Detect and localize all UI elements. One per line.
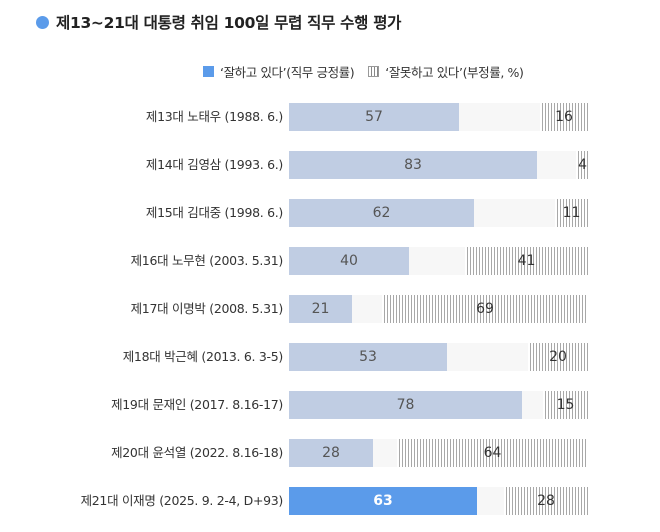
legend-item-positive: ‘잘하고 있다’(직무 긍정률) [203, 62, 355, 81]
bar-negative: 28 [504, 487, 588, 515]
bar-negative-value: 41 [517, 253, 536, 269]
row-label: 제14대 김영삼 (1993. 6.) [145, 157, 283, 172]
bullet-dot-icon [36, 15, 49, 29]
bar-positive: 53 [289, 343, 447, 371]
bar-negative-value: 11 [562, 205, 581, 221]
bar-track: 53 20 [289, 343, 588, 371]
bar-negative-value: 4 [578, 157, 587, 173]
legend-item-negative: ‘잘못하고 있다’(부정률, %) [368, 62, 524, 81]
row-label: 제13대 노태우 (1988. 6.) [145, 109, 283, 124]
bar-track: 28 64 [289, 439, 588, 467]
bar-track: 21 69 [289, 295, 588, 323]
bar-negative-value: 28 [537, 493, 555, 509]
row-label: 제21대 이재명 (2025. 9. 2-4, D+93) [80, 493, 284, 508]
bar-negative: 11 [555, 199, 588, 227]
legend-label-positive: ‘잘하고 있다’(직무 긍정률) [220, 65, 355, 80]
legend-label-negative: ‘잘못하고 있다’(부정률, %) [385, 65, 524, 80]
chart-title: 제13~21대 대통령 취임 100일 무렵 직무 수행 평가 [36, 10, 401, 34]
bar-negative-value: 16 [555, 109, 573, 125]
chart-row: 제17대 이명박 (2008. 5.31) 21 69 [0, 295, 660, 323]
bar-track: 40 41 [289, 247, 588, 275]
bar-positive: 21 [289, 295, 352, 323]
bar-positive: 78 [289, 391, 522, 419]
chart-legend: ‘잘하고 있다’(직무 긍정률) ‘잘못하고 있다’(부정률, %) [203, 62, 537, 81]
hatched-square-icon [368, 66, 380, 77]
bar-positive: 28 [289, 439, 373, 467]
chart-row: 제20대 윤석열 (2022. 8.16-18) 28 64 [0, 439, 660, 467]
bar-negative-value: 20 [549, 349, 567, 365]
bar-negative: 20 [528, 343, 588, 371]
bar-negative: 15 [543, 391, 588, 419]
chart-row: 제15대 김대중 (1998. 6.) 62 11 [0, 199, 660, 227]
chart-row: 제21대 이재명 (2025. 9. 2-4, D+93) 63 28 [0, 487, 660, 515]
chart-row: 제14대 김영삼 (1993. 6.) 83 4 [0, 151, 660, 179]
row-label: 제16대 노무현 (2003. 5.31) [130, 253, 284, 268]
row-label: 제17대 이명박 (2008. 5.31) [130, 301, 284, 316]
bar-negative: 69 [382, 295, 588, 323]
bar-negative: 41 [465, 247, 588, 275]
bar-positive: 40 [289, 247, 409, 275]
chart-row: 제16대 노무현 (2003. 5.31) 40 41 [0, 247, 660, 275]
bar-negative: 4 [576, 151, 588, 179]
bar-negative-value: 15 [556, 397, 575, 413]
bar-negative-value: 64 [483, 445, 502, 461]
bar-track: 57 16 [289, 103, 588, 131]
solid-square-icon [203, 66, 214, 77]
bar-track: 83 4 [289, 151, 588, 179]
bar-negative-value: 69 [476, 301, 494, 317]
row-label: 제18대 박근혜 (2013. 6. 3-5) [122, 349, 284, 364]
chart-row: 제18대 박근혜 (2013. 6. 3-5) 53 20 [0, 343, 660, 371]
bar-positive: 57 [289, 103, 459, 131]
bar-positive: 83 [289, 151, 537, 179]
bar-track: 63 28 [289, 487, 588, 515]
bar-negative: 64 [397, 439, 588, 467]
bar-positive: 63 [289, 487, 477, 515]
bar-negative: 16 [540, 103, 588, 131]
bar-positive: 62 [289, 199, 474, 227]
bar-track: 62 11 [289, 199, 588, 227]
row-label: 제20대 윤석열 (2022. 8.16-18) [111, 445, 283, 460]
row-label: 제19대 문재인 (2017. 8.16-17) [111, 397, 283, 412]
chart-title-text: 제13~21대 대통령 취임 100일 무렵 직무 수행 평가 [56, 14, 402, 32]
chart-row: 제13대 노태우 (1988. 6.) 57 16 [0, 103, 660, 131]
bar-track: 78 15 [289, 391, 588, 419]
row-label: 제15대 김대중 (1998. 6.) [145, 205, 283, 220]
chart-row: 제19대 문재인 (2017. 8.16-17) 78 15 [0, 391, 660, 419]
